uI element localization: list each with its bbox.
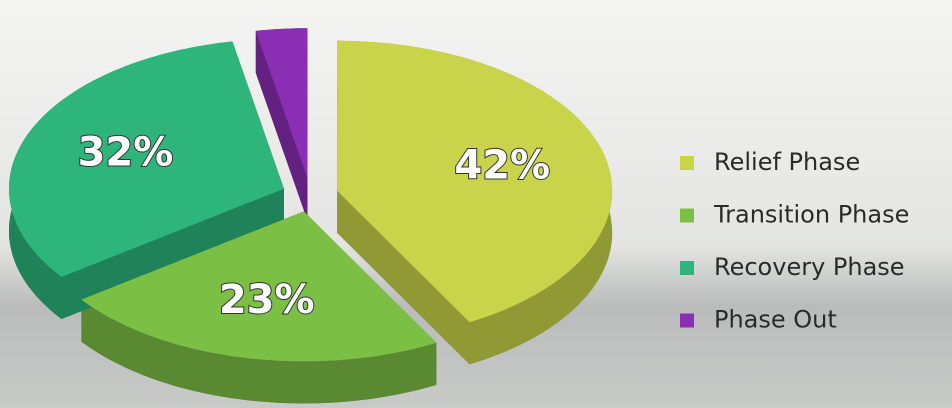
data-label: 42% [454,143,550,189]
slice [81,211,437,362]
slice-side [255,30,308,221]
legend-swatch [680,156,694,170]
slice [9,41,284,277]
legend-swatch [680,208,694,223]
legend-label: Relief Phase [714,148,860,176]
legend-swatch [680,313,694,328]
slice [337,40,613,323]
data-label: 32% [78,130,174,176]
legend-label: Transition Phase [713,201,909,229]
data-label: 23% [219,277,315,323]
legend-label: Recovery Phase [714,253,905,281]
legend-swatch [680,261,694,275]
slice-side [337,190,470,365]
slice [255,28,308,179]
legend-label: Phase Out [714,306,837,334]
slice-rim [81,299,437,404]
